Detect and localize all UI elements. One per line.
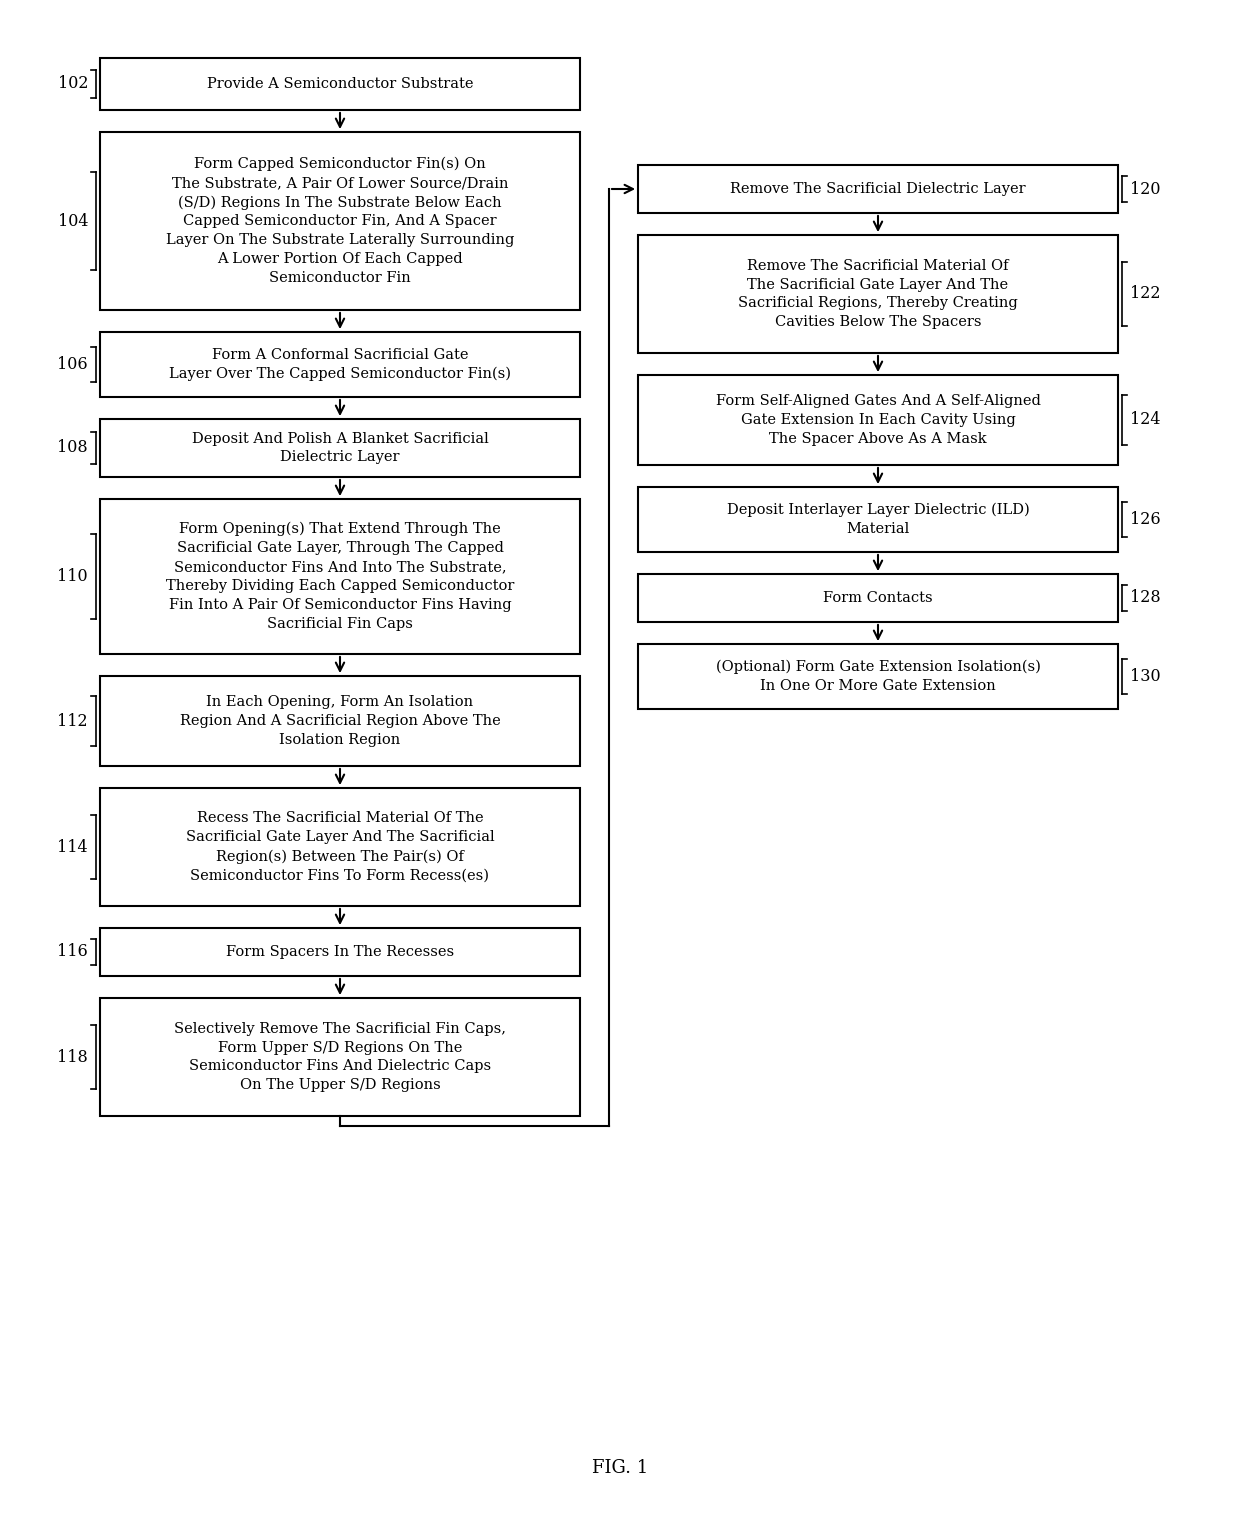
Bar (100, 998, 580, 1115)
Text: 104: 104 (57, 212, 88, 229)
Text: 108: 108 (57, 440, 88, 457)
Bar (100, 927, 580, 976)
Bar (100, 58, 580, 110)
Bar (639, 487, 1118, 552)
Text: Deposit Interlayer Layer Dielectric (ILD)
Material: Deposit Interlayer Layer Dielectric (ILD… (727, 503, 1029, 536)
Text: 126: 126 (1130, 510, 1161, 529)
Text: 122: 122 (1130, 286, 1161, 303)
Text: Selectively Remove The Sacrificial Fin Caps,
Form Upper S/D Regions On The
Semic: Selectively Remove The Sacrificial Fin C… (174, 1022, 506, 1093)
Bar (100, 500, 580, 654)
Bar (100, 419, 580, 477)
Bar (639, 643, 1118, 709)
Text: 102: 102 (57, 75, 88, 93)
Text: 110: 110 (57, 568, 88, 585)
Text: (Optional) Form Gate Extension Isolation(s)
In One Or More Gate Extension: (Optional) Form Gate Extension Isolation… (715, 660, 1040, 694)
Text: Form Capped Semiconductor Fin(s) On
The Substrate, A Pair Of Lower Source/Drain
: Form Capped Semiconductor Fin(s) On The … (166, 157, 515, 286)
Bar (639, 575, 1118, 622)
Bar (100, 675, 580, 766)
Text: 124: 124 (1130, 411, 1161, 428)
Bar (100, 131, 580, 310)
Text: 120: 120 (1130, 180, 1161, 197)
Bar (639, 235, 1118, 353)
Bar (100, 788, 580, 906)
Text: Form Opening(s) That Extend Through The
Sacrificial Gate Layer, Through The Capp: Form Opening(s) That Extend Through The … (166, 523, 515, 631)
Text: 106: 106 (57, 356, 88, 373)
Text: Form Self-Aligned Gates And A Self-Aligned
Gate Extension In Each Cavity Using
T: Form Self-Aligned Gates And A Self-Align… (715, 394, 1040, 446)
Bar (639, 374, 1118, 465)
Bar (639, 165, 1118, 212)
Text: Form Spacers In The Recesses: Form Spacers In The Recesses (226, 944, 454, 960)
Text: 112: 112 (57, 712, 88, 729)
Text: 116: 116 (57, 943, 88, 961)
Text: 114: 114 (57, 839, 88, 856)
Text: Form A Conformal Sacrificial Gate
Layer Over The Capped Semiconductor Fin(s): Form A Conformal Sacrificial Gate Layer … (169, 348, 511, 382)
Text: Deposit And Polish A Blanket Sacrificial
Dielectric Layer: Deposit And Polish A Blanket Sacrificial… (192, 431, 489, 465)
Text: Recess The Sacrificial Material Of The
Sacrificial Gate Layer And The Sacrificia: Recess The Sacrificial Material Of The S… (186, 811, 495, 883)
Text: FIG. 1: FIG. 1 (591, 1459, 649, 1478)
Text: Remove The Sacrificial Dielectric Layer: Remove The Sacrificial Dielectric Layer (730, 182, 1025, 196)
Text: Provide A Semiconductor Substrate: Provide A Semiconductor Substrate (207, 76, 474, 92)
Text: In Each Opening, Form An Isolation
Region And A Sacrificial Region Above The
Iso: In Each Opening, Form An Isolation Regio… (180, 695, 501, 747)
Bar (100, 332, 580, 397)
Text: 130: 130 (1130, 668, 1161, 685)
Text: 128: 128 (1130, 590, 1161, 607)
Text: Form Contacts: Form Contacts (823, 591, 932, 605)
Text: Remove The Sacrificial Material Of
The Sacrificial Gate Layer And The
Sacrificia: Remove The Sacrificial Material Of The S… (738, 258, 1018, 330)
Text: 118: 118 (57, 1048, 88, 1065)
